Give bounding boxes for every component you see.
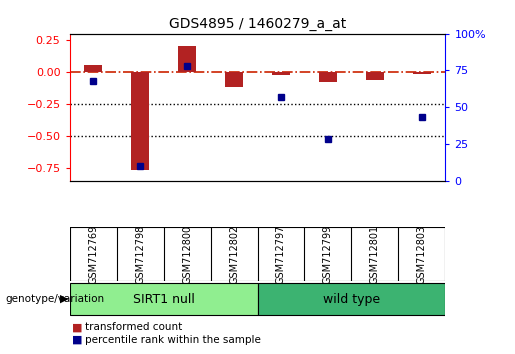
Text: GSM712799: GSM712799 — [323, 224, 333, 284]
Bar — [366, 72, 384, 80]
Bar — [83, 65, 102, 72]
Text: wild type: wild type — [323, 293, 380, 306]
Text: percentile rank within the sample: percentile rank within the sample — [85, 335, 261, 345]
Text: GSM712798: GSM712798 — [135, 224, 145, 284]
Text: ■: ■ — [72, 335, 82, 345]
Text: GSM712801: GSM712801 — [370, 224, 380, 284]
Bar — [319, 72, 337, 82]
Title: GDS4895 / 1460279_a_at: GDS4895 / 1460279_a_at — [169, 17, 346, 31]
Text: SIRT1 null: SIRT1 null — [132, 293, 195, 306]
Text: GSM712803: GSM712803 — [417, 224, 427, 284]
Bar — [413, 72, 432, 74]
Bar — [131, 72, 149, 170]
Text: genotype/variation: genotype/variation — [5, 294, 104, 304]
Text: GSM712800: GSM712800 — [182, 224, 192, 284]
Text: GSM712802: GSM712802 — [229, 224, 239, 284]
FancyBboxPatch shape — [70, 283, 258, 315]
Text: GSM712797: GSM712797 — [276, 224, 286, 284]
FancyBboxPatch shape — [258, 283, 445, 315]
Text: GSM712769: GSM712769 — [88, 224, 98, 284]
Bar — [178, 46, 196, 72]
Text: ■: ■ — [72, 322, 82, 332]
Text: ▶: ▶ — [60, 294, 68, 304]
Text: transformed count: transformed count — [85, 322, 182, 332]
Bar — [225, 72, 244, 87]
Bar — [271, 72, 290, 75]
